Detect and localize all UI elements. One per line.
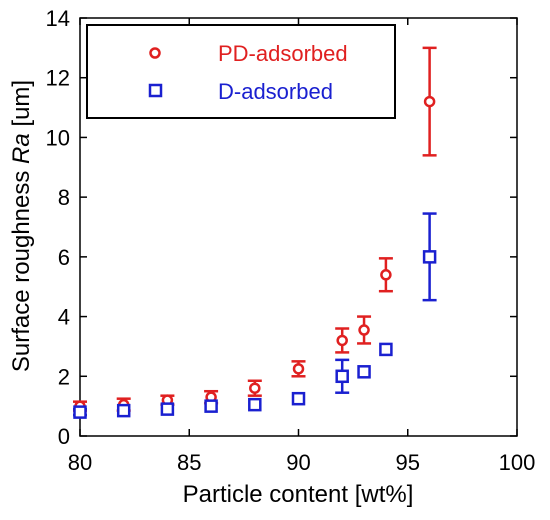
data-point-circle <box>423 95 436 108</box>
x-tick-labels: 80 85 90 95 100 <box>68 450 536 475</box>
data-point-square <box>422 250 437 264</box>
data-point-square <box>357 365 371 379</box>
y-tick-label: 0 <box>58 424 70 449</box>
data-point-circle <box>292 363 305 375</box>
data-point-circle <box>249 382 261 394</box>
series-d-adsorbed <box>73 212 437 419</box>
x-tick-label: 85 <box>177 450 201 475</box>
x-tick-label: 80 <box>68 450 92 475</box>
data-point-square <box>116 403 131 418</box>
y-axis-label-italic: Ra <box>8 133 35 164</box>
data-point-circle <box>380 269 392 281</box>
x-axis-label: Particle content [wt%] <box>183 481 414 508</box>
y-axis-label-unit: [um] <box>8 80 35 133</box>
series-layer <box>73 46 437 419</box>
data-point-square <box>335 369 349 384</box>
legend-label-d: D-adsorbed <box>218 79 333 104</box>
data-point-square <box>291 391 306 406</box>
y-tick-label: 14 <box>46 6 70 31</box>
data-point-square <box>204 399 218 413</box>
x-tick-label: 90 <box>286 450 310 475</box>
data-point-square <box>379 342 393 357</box>
data-point-square <box>248 397 262 412</box>
data-point-square <box>160 402 175 416</box>
y-tick-label: 10 <box>46 125 70 150</box>
y-axis-label: Surface roughness Ra [um] <box>8 80 35 372</box>
legend-marker-d <box>148 83 163 98</box>
y-tick-label: 2 <box>58 364 70 389</box>
y-axis-label-main: Surface roughness <box>8 164 35 372</box>
axis-ticks <box>79 17 518 437</box>
y-tick-label: 6 <box>58 245 70 270</box>
data-point-circle <box>358 324 370 336</box>
y-tick-label: 12 <box>46 66 70 91</box>
legend-marker-pd <box>149 47 161 59</box>
x-tick-label: 100 <box>499 450 536 475</box>
legend: PD-adsorbed D-adsorbed <box>86 24 396 119</box>
legend-box <box>86 24 396 119</box>
y-tick-labels: 0 2 4 6 8 10 12 14 <box>46 6 70 449</box>
x-tick-label: 95 <box>396 450 420 475</box>
data-point-square <box>73 405 87 419</box>
y-tick-label: 4 <box>58 305 70 330</box>
y-tick-label: 8 <box>58 185 70 210</box>
legend-label-pd: PD-adsorbed <box>218 41 348 66</box>
data-point-circle <box>336 334 348 347</box>
